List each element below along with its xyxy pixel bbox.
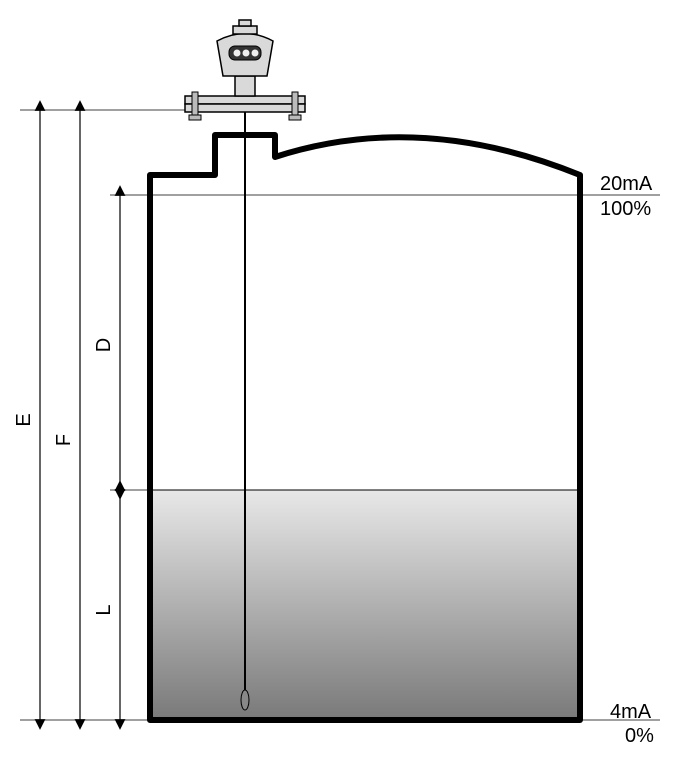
tank-level-diagram: E F D L 20mA 100% 4mA 0%: [0, 0, 688, 780]
dim-label-E: E: [13, 413, 35, 426]
transmitter-head: [217, 20, 273, 96]
annot-0pct: 0%: [625, 725, 654, 747]
annot-4ma: 4mA: [610, 701, 652, 723]
probe-tip: [241, 690, 249, 710]
annot-20ma: 20mA: [600, 173, 653, 195]
dim-label-L: L: [93, 604, 115, 615]
dim-label-D: D: [93, 338, 115, 352]
dim-label-F: F: [53, 434, 75, 446]
fluid-fill: [153, 490, 577, 718]
annot-100pct: 100%: [600, 198, 651, 220]
